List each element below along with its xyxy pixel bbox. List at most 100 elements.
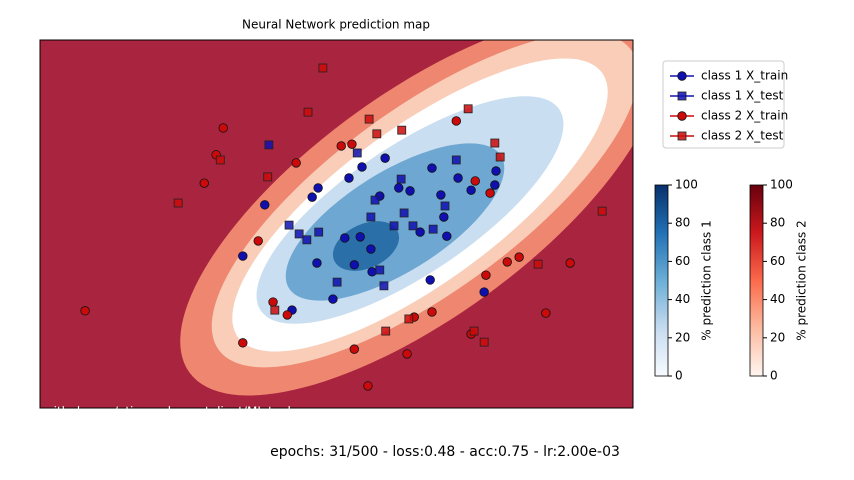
point (490, 180, 500, 190)
point (451, 116, 461, 126)
point (303, 107, 313, 117)
point (268, 297, 278, 307)
point (463, 104, 473, 114)
point (314, 227, 324, 237)
colorbar-label: % prediction class 1 (700, 220, 714, 340)
colorbar-tick-label: 20 (675, 330, 690, 344)
point (495, 152, 505, 162)
point (425, 275, 435, 285)
point (349, 344, 359, 354)
point (336, 141, 346, 151)
legend-marker (677, 131, 687, 141)
point (440, 201, 450, 211)
point (514, 252, 524, 262)
point (328, 294, 338, 304)
point (253, 236, 263, 246)
point (302, 235, 312, 245)
colorbar-tick-label: 80 (770, 216, 785, 230)
plot-frame (39, 39, 634, 409)
colorbar-tick-label: 0 (770, 369, 778, 383)
point (375, 265, 385, 275)
point (294, 229, 304, 239)
point (367, 267, 377, 277)
point (263, 172, 273, 182)
colorbar-tick-label: 100 (770, 178, 793, 192)
colorbar-tick-label: 60 (770, 254, 785, 268)
point (428, 224, 438, 234)
point (366, 244, 376, 254)
legend-label: class 1 X_test (701, 89, 784, 103)
legend-label: class 2 X_train (701, 109, 788, 123)
point (340, 233, 350, 243)
point (238, 251, 248, 261)
point (260, 200, 270, 210)
colorbar-tick-label: 40 (675, 292, 690, 306)
point (491, 166, 501, 176)
point (442, 231, 452, 241)
point (479, 337, 489, 347)
point (389, 221, 399, 231)
point (313, 183, 323, 193)
point (469, 326, 479, 336)
point (344, 173, 354, 183)
point (427, 307, 437, 317)
legend-marker (677, 91, 687, 101)
legend-marker (677, 111, 687, 121)
point (173, 198, 183, 208)
point (307, 192, 317, 202)
point (380, 153, 390, 163)
colorbar-tick-label: 0 (675, 369, 683, 383)
point (466, 185, 476, 195)
colorbar (749, 184, 764, 377)
colorbar (654, 184, 669, 377)
point (366, 212, 376, 222)
point (270, 305, 280, 315)
point (404, 314, 414, 324)
point (282, 310, 292, 320)
colorbar-tick-label: 100 (675, 178, 698, 192)
point (347, 139, 357, 149)
point (533, 259, 543, 269)
point (215, 155, 225, 165)
point (218, 123, 228, 133)
colorbar-label: % prediction class 2 (795, 220, 809, 340)
legend-label: class 1 X_train (701, 69, 788, 83)
point (199, 178, 209, 188)
point (381, 326, 391, 336)
point (357, 162, 367, 172)
chart-title: Neural Network prediction map (242, 18, 430, 32)
prediction-map (40, 40, 633, 408)
point (451, 155, 461, 165)
status-text: epochs: 31/500 - loss:0.48 - acc:0.75 - … (270, 444, 620, 460)
point (379, 281, 389, 291)
point (402, 349, 412, 359)
point (352, 148, 362, 158)
point (415, 227, 425, 237)
point (363, 381, 373, 391)
point (541, 308, 551, 318)
point (312, 258, 322, 268)
point (399, 208, 409, 218)
point (238, 338, 248, 348)
point (396, 174, 406, 184)
point (597, 206, 607, 216)
colorbar-tick-label: 60 (675, 254, 690, 268)
point (405, 186, 415, 196)
point (397, 125, 407, 135)
point (453, 173, 463, 183)
point (349, 260, 359, 270)
point (370, 195, 380, 205)
point (502, 257, 512, 267)
point (408, 221, 418, 231)
legend-label: class 2 X_test (701, 129, 784, 143)
point (364, 114, 374, 124)
point (490, 138, 500, 148)
point (439, 212, 449, 222)
legend-box (662, 60, 785, 149)
colorbar-tick-label: 80 (675, 216, 690, 230)
watermark: github.com/etiennedemontalivet/ML-tools (46, 405, 297, 419)
point (291, 158, 301, 168)
point (80, 306, 90, 316)
points (80, 63, 607, 391)
